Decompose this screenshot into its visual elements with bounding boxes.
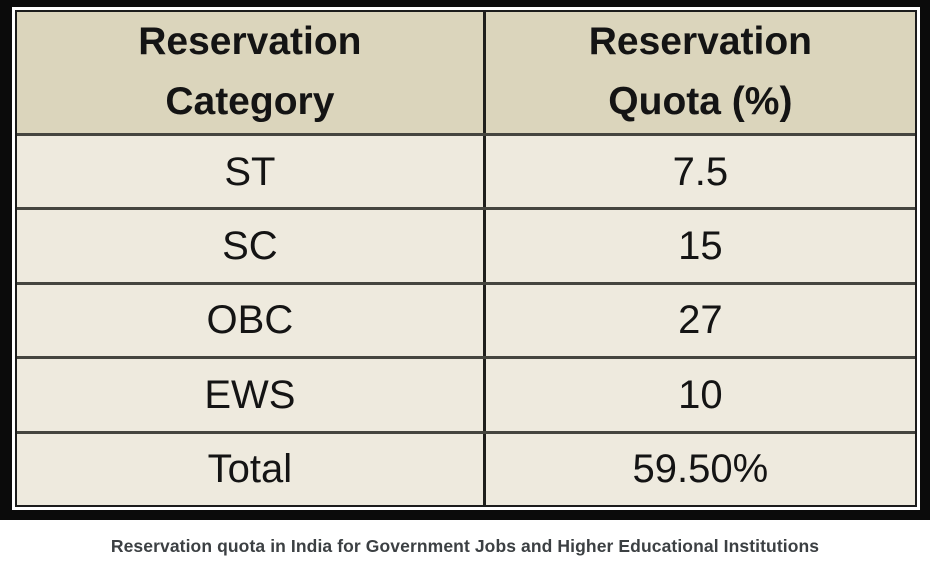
quota-cell-total: 59.50% — [632, 447, 769, 492]
header-quota-line1: Reservation — [588, 20, 812, 63]
table-row-total: Total 59.50% — [17, 433, 915, 505]
quota-cell: 27 — [678, 298, 723, 343]
category-cell: Total — [17, 433, 486, 505]
header-quota-line2: Quota (%) — [608, 80, 793, 124]
quota-cell: 10 — [678, 372, 723, 417]
category-cell: EWS — [17, 359, 486, 431]
table-caption: Reservation quota in India for Governmen… — [110, 536, 820, 556]
quota-cell: 15 — [678, 224, 723, 268]
category-cell: ST — [17, 135, 486, 208]
header-cell-quota: Reservation Quota (%) — [486, 12, 915, 133]
header-category-line1: Reservation — [138, 20, 362, 63]
header-category-line2: Category — [165, 80, 335, 124]
header-cell-category: Reservation Category — [17, 12, 486, 133]
category-cell: OBC — [17, 284, 486, 357]
table-outer-frame: Reservation Category Reservation Quota (… — [0, 0, 930, 520]
table-row-sc: SC 15 — [17, 210, 915, 285]
table-row-ews: EWS 10 — [17, 359, 915, 434]
table-header-row: Reservation Category Reservation Quota (… — [17, 12, 915, 136]
frame-inset-line: Reservation Category Reservation Quota (… — [12, 7, 920, 510]
reservation-quota-table: Reservation Category Reservation Quota (… — [15, 10, 917, 507]
table-row-obc: OBC 27 — [17, 284, 915, 360]
table-row-st: ST 7.5 — [17, 135, 915, 211]
quota-cell: 7.5 — [672, 149, 729, 194]
category-cell: SC — [17, 210, 486, 282]
